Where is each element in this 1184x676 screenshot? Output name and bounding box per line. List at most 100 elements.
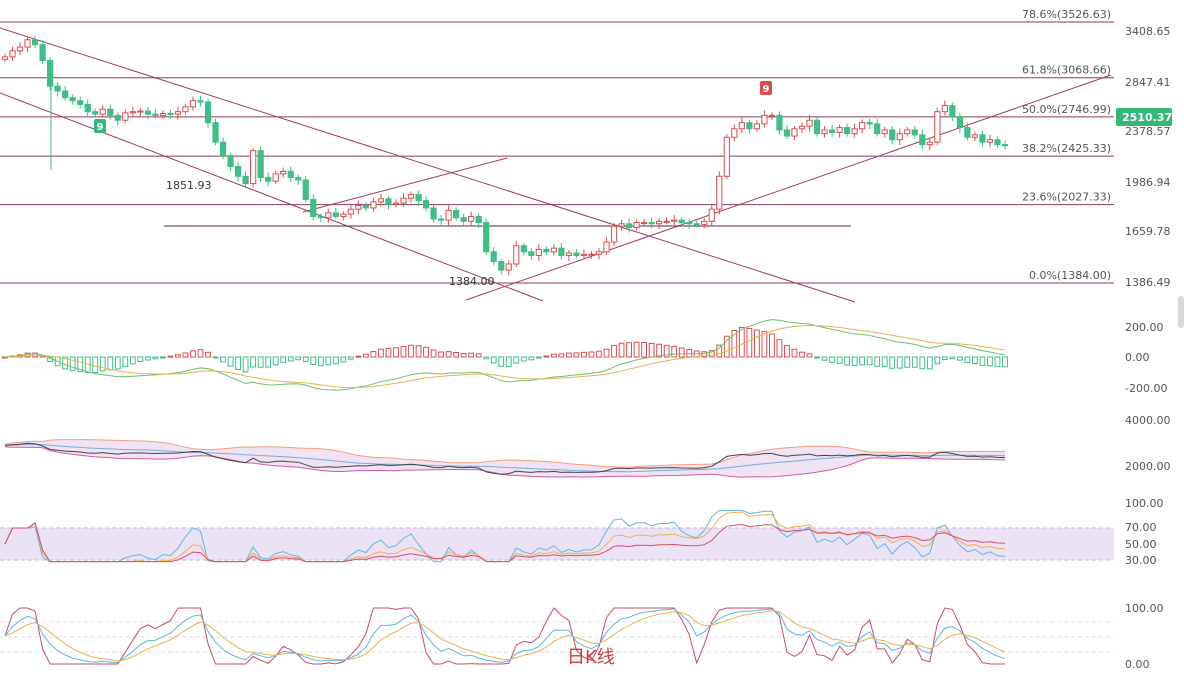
macd-histogram-bar	[919, 356, 926, 370]
candle	[904, 126, 911, 137]
candle-body	[693, 223, 700, 226]
candle-body	[528, 251, 535, 256]
macd-histogram-bar	[753, 329, 760, 358]
candle-body	[114, 114, 121, 121]
candle	[791, 125, 798, 140]
candle	[671, 215, 678, 226]
candle-body	[618, 223, 625, 227]
candle	[407, 191, 415, 203]
candle-body	[874, 123, 881, 135]
annotation-label: 1851.93	[166, 179, 212, 192]
macd-histogram-bar	[844, 356, 851, 366]
candle	[490, 246, 497, 266]
boll-upper-line	[4, 439, 1005, 468]
candle-body	[678, 219, 685, 224]
candle-body	[964, 127, 971, 138]
macd-histogram-bar	[934, 356, 941, 365]
candle-body	[490, 251, 497, 263]
candle	[129, 106, 136, 117]
macd-histogram-bar	[92, 356, 99, 374]
macd-histogram-bar	[295, 356, 302, 361]
candle	[573, 249, 580, 259]
macd-histogram-bar	[490, 356, 497, 364]
macd-histogram-bar	[987, 356, 993, 367]
candle-body	[16, 46, 24, 52]
trend-line	[0, 92, 544, 302]
macd-histogram-bar	[866, 356, 873, 366]
macd-histogram-bar	[182, 352, 189, 358]
candle-body	[39, 44, 46, 62]
candle	[520, 242, 527, 256]
fib-label: 61.8%(3068.66)	[1022, 64, 1111, 77]
candle	[54, 82, 61, 97]
candle-body	[640, 222, 648, 225]
candle	[144, 107, 151, 120]
candle-body	[731, 128, 738, 138]
candle-body	[565, 252, 573, 256]
candle	[422, 195, 430, 211]
candle-body	[197, 100, 204, 103]
candle	[859, 119, 866, 134]
candle	[798, 122, 806, 134]
candle-body	[24, 39, 31, 48]
candle-body	[543, 248, 550, 253]
candle-body	[686, 222, 693, 225]
candle	[47, 57, 54, 91]
candle-body	[956, 116, 963, 129]
boll-lower-line	[4, 446, 1006, 478]
boll-price-line	[4, 442, 1006, 475]
macd-histogram-bar	[535, 356, 542, 359]
candle-body	[716, 175, 723, 210]
macd-histogram-bar	[896, 356, 903, 369]
macd-tick-label: 200.00	[1125, 321, 1164, 334]
vertical-scrollbar[interactable]	[1178, 296, 1184, 328]
macd-histogram-bar	[799, 351, 805, 358]
candle	[347, 205, 354, 219]
candle-body	[558, 247, 565, 256]
macd-histogram-bar	[385, 347, 392, 358]
candle-body	[761, 114, 768, 125]
macd-histogram-bar	[272, 356, 279, 366]
candle	[949, 102, 956, 122]
candle	[723, 134, 730, 180]
candle	[934, 107, 941, 146]
macd-histogram-bar	[806, 353, 813, 358]
candle-body	[310, 198, 317, 217]
candle	[971, 131, 979, 142]
macd-histogram-bar	[874, 356, 881, 367]
macd-histogram-bar	[122, 356, 129, 367]
candle-body	[573, 252, 580, 256]
macd-histogram-bar	[829, 356, 835, 363]
macd-histogram-bar	[723, 335, 730, 358]
candle-body	[257, 150, 264, 178]
boll-tick-label: 4000.00	[1125, 414, 1171, 427]
candle-body	[866, 122, 873, 125]
candle	[468, 211, 475, 226]
macd-histogram-bar	[836, 356, 843, 364]
kdj-tick-label: 0.00	[1125, 658, 1150, 671]
candle-body	[122, 112, 129, 121]
candle-body	[723, 136, 730, 177]
candle-body	[828, 129, 836, 133]
candle-body	[430, 207, 437, 220]
price-tick-label: 3408.65	[1125, 25, 1171, 38]
trend-line	[0, 27, 856, 303]
candle-body	[889, 129, 896, 141]
candle	[415, 190, 422, 206]
macd-histogram-bar	[956, 356, 963, 361]
candle	[746, 119, 753, 134]
macd-histogram-bar	[167, 355, 174, 358]
candle	[250, 147, 257, 188]
candle	[24, 36, 31, 53]
macd-dif-line	[4, 319, 1006, 391]
candle	[1001, 140, 1009, 150]
macd-histogram-bar	[1002, 356, 1008, 368]
candle-body	[904, 129, 911, 135]
fib-label: 23.6%(2027.33)	[1022, 191, 1111, 204]
indicator-panels: 200.00 0.00 -200.00 4000.00 2000.00 100.00 70.…	[0, 319, 1171, 671]
macd-histogram-bar	[242, 356, 249, 373]
macd-histogram-bar	[137, 356, 144, 363]
macd-histogram-bar	[566, 352, 572, 358]
candle	[137, 108, 144, 117]
candle-body	[400, 197, 407, 204]
